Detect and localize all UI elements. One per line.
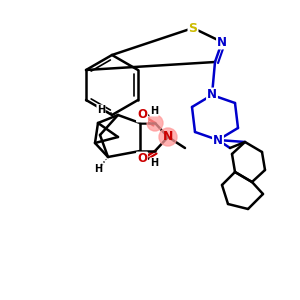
Text: N: N — [213, 134, 223, 146]
Text: N: N — [207, 88, 217, 101]
Text: H: H — [94, 164, 102, 174]
Text: N: N — [163, 130, 173, 143]
Text: O: O — [137, 152, 147, 166]
Text: H: H — [97, 105, 105, 115]
Circle shape — [159, 128, 177, 146]
Text: H: H — [150, 106, 158, 116]
Text: S: S — [188, 22, 197, 34]
Text: H: H — [150, 158, 158, 168]
Text: O: O — [137, 109, 147, 122]
Text: N: N — [217, 35, 227, 49]
Circle shape — [147, 115, 163, 131]
